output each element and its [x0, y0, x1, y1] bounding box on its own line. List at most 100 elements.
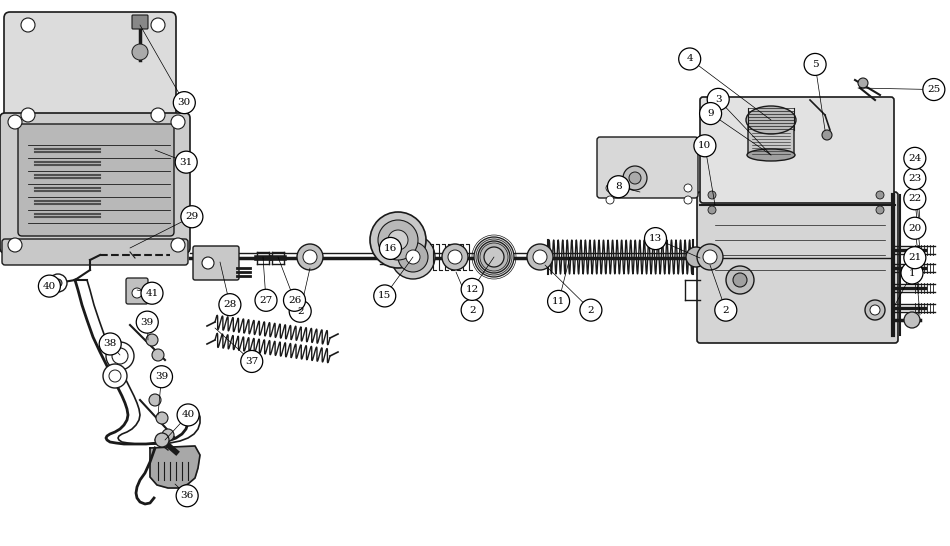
Circle shape [623, 166, 647, 190]
Text: 11: 11 [552, 297, 565, 306]
Text: 28: 28 [223, 300, 237, 309]
Text: 3: 3 [715, 95, 721, 104]
Circle shape [865, 300, 885, 320]
Circle shape [398, 242, 428, 272]
Circle shape [629, 172, 641, 184]
Text: 40: 40 [181, 411, 195, 419]
Circle shape [255, 289, 277, 311]
Circle shape [684, 196, 692, 204]
Circle shape [527, 244, 553, 270]
FancyBboxPatch shape [126, 278, 148, 304]
Circle shape [406, 250, 420, 264]
Circle shape [644, 228, 667, 250]
Circle shape [448, 250, 462, 264]
FancyBboxPatch shape [0, 113, 190, 253]
Text: 31: 31 [180, 158, 193, 167]
Text: 5: 5 [812, 60, 818, 69]
Circle shape [21, 108, 35, 122]
Circle shape [876, 191, 884, 199]
Ellipse shape [747, 149, 795, 161]
Text: 22: 22 [908, 194, 922, 203]
Text: 1: 1 [909, 269, 915, 277]
FancyBboxPatch shape [193, 246, 239, 280]
Circle shape [379, 238, 402, 259]
Circle shape [697, 244, 723, 270]
Circle shape [733, 273, 747, 287]
Text: 39: 39 [141, 318, 154, 327]
Circle shape [141, 282, 163, 304]
Circle shape [139, 319, 151, 331]
Text: 37: 37 [245, 357, 258, 366]
FancyBboxPatch shape [597, 137, 698, 198]
Circle shape [474, 237, 514, 277]
Circle shape [858, 78, 868, 88]
Text: 25: 25 [927, 85, 940, 94]
Circle shape [370, 212, 426, 268]
Text: 10: 10 [698, 141, 712, 150]
Circle shape [180, 206, 203, 228]
Circle shape [903, 147, 926, 169]
Text: 21: 21 [908, 253, 922, 262]
Circle shape [904, 312, 920, 328]
Circle shape [708, 206, 716, 214]
Text: 8: 8 [616, 182, 621, 191]
Circle shape [176, 485, 199, 507]
Circle shape [388, 230, 408, 250]
Circle shape [112, 348, 128, 364]
Circle shape [703, 250, 717, 264]
Text: 15: 15 [378, 292, 391, 300]
Circle shape [708, 191, 716, 199]
FancyBboxPatch shape [697, 192, 898, 343]
Circle shape [804, 54, 826, 75]
Text: 24: 24 [908, 154, 922, 163]
Circle shape [903, 168, 926, 189]
Circle shape [303, 250, 317, 264]
Text: 23: 23 [908, 174, 922, 183]
Circle shape [146, 334, 158, 346]
FancyBboxPatch shape [700, 97, 894, 203]
Text: 2: 2 [297, 307, 303, 316]
Circle shape [156, 412, 168, 424]
Circle shape [21, 18, 35, 32]
Circle shape [173, 92, 196, 114]
Text: 16: 16 [384, 244, 397, 253]
Circle shape [684, 184, 692, 192]
Circle shape [218, 294, 241, 316]
Circle shape [373, 285, 396, 307]
Text: 41: 41 [145, 289, 159, 298]
Text: 40: 40 [43, 282, 56, 290]
Circle shape [694, 135, 716, 157]
Circle shape [870, 305, 880, 315]
Circle shape [701, 251, 713, 263]
Circle shape [903, 217, 926, 239]
Circle shape [707, 88, 730, 110]
Text: 2: 2 [723, 306, 729, 314]
Circle shape [8, 115, 22, 129]
Circle shape [478, 241, 510, 273]
Circle shape [822, 130, 832, 140]
Circle shape [150, 366, 173, 388]
Circle shape [922, 79, 945, 100]
Circle shape [175, 151, 198, 173]
Text: 2: 2 [588, 306, 594, 314]
FancyBboxPatch shape [4, 12, 176, 124]
Circle shape [901, 262, 923, 284]
Text: 30: 30 [178, 98, 191, 107]
Circle shape [132, 44, 148, 60]
Circle shape [171, 238, 185, 252]
Circle shape [155, 433, 169, 447]
Circle shape [726, 266, 754, 294]
Circle shape [686, 247, 706, 267]
FancyBboxPatch shape [18, 124, 174, 236]
Circle shape [547, 290, 570, 312]
Circle shape [152, 349, 164, 361]
Circle shape [461, 278, 484, 300]
Circle shape [136, 311, 159, 333]
FancyBboxPatch shape [132, 15, 148, 29]
Ellipse shape [746, 106, 796, 134]
FancyBboxPatch shape [748, 125, 794, 157]
Circle shape [103, 364, 127, 388]
Circle shape [149, 394, 161, 406]
Circle shape [714, 299, 737, 321]
Circle shape [151, 108, 165, 122]
